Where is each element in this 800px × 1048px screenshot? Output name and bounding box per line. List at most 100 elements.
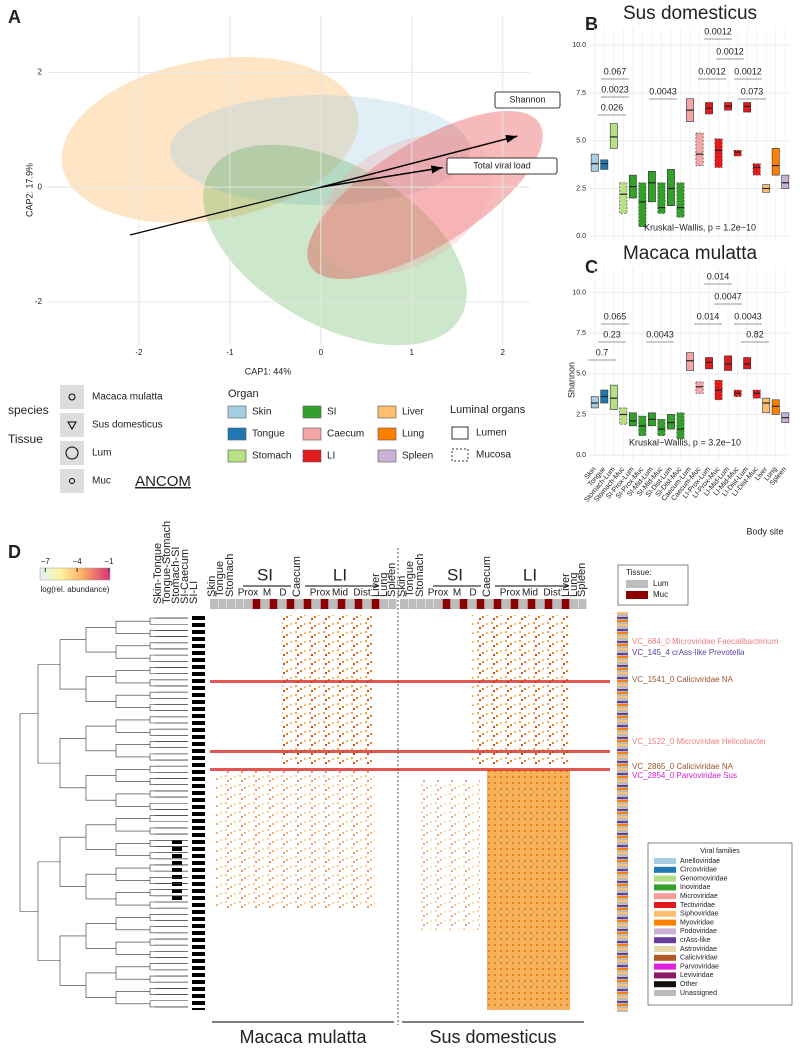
- tissue-strip: [527, 599, 536, 609]
- legend-label: Lum: [653, 579, 669, 588]
- box: [667, 414, 675, 430]
- column-label: Tongue: [214, 561, 226, 597]
- dendro: [37, 861, 60, 961]
- dendro: [149, 790, 188, 798]
- y-tick-label: 0.0: [576, 452, 586, 459]
- legend-swatch: [654, 954, 676, 961]
- tissue-strip: [510, 599, 519, 609]
- box: [619, 407, 628, 425]
- box: [743, 357, 752, 370]
- group-label: LI: [333, 565, 347, 584]
- y-tick-label: 5.0: [576, 138, 586, 145]
- tissue-strip: [536, 599, 544, 609]
- tissue-strip: [578, 599, 587, 609]
- arrow-head: [505, 134, 518, 143]
- box: [752, 389, 761, 399]
- box: [695, 381, 704, 394]
- tissue-strip: [425, 599, 434, 609]
- legend-swatch: [654, 963, 676, 970]
- box: [657, 182, 666, 214]
- colorbar-tick-label: −7: [41, 557, 51, 566]
- y-tick-label: 0: [38, 182, 43, 191]
- p-value: 0.0012: [704, 26, 732, 36]
- legend-symbol: [67, 421, 77, 431]
- box: [733, 149, 742, 157]
- legend-title: species: [8, 403, 49, 417]
- tissue-strip: [269, 599, 278, 609]
- dendro: [149, 839, 188, 847]
- dendro: [115, 892, 150, 906]
- ellipse: [61, 57, 359, 223]
- dendro: [149, 889, 188, 897]
- legend-label: Skin: [252, 407, 271, 418]
- column-label: Tongue: [404, 561, 416, 597]
- dendro: [149, 802, 188, 810]
- highlight-label: VC_2865_0 Caliciviridae NA: [632, 762, 734, 771]
- dendro: [85, 775, 116, 801]
- p-value: 0.067: [604, 66, 627, 76]
- species-label: Macaca mulatta: [239, 1027, 367, 1047]
- highlight-label: VC_684_0 Microviridae Faecalibacterium: [632, 637, 779, 646]
- tissue-strip: [363, 599, 371, 609]
- dendro: [149, 864, 188, 872]
- legend-label: Leviviridae: [680, 972, 714, 979]
- ancom-title: ANCOM: [135, 473, 191, 490]
- p-value: 0.0043: [734, 311, 762, 321]
- column-label: Liver: [560, 573, 572, 597]
- legend-label: Lum: [92, 448, 111, 459]
- legend-swatch: [654, 981, 676, 988]
- legend-swatch: [227, 405, 247, 419]
- dendro: [37, 664, 60, 764]
- panel-labels: B C D: [8, 14, 598, 562]
- legend-label: Stomach: [252, 451, 291, 462]
- panel-a-layout: A: [8, 7, 543, 346]
- legend-key: [60, 385, 84, 409]
- legend-swatch: [654, 884, 676, 891]
- column-label: Caecum: [291, 556, 303, 597]
- legend-swatch: [654, 919, 676, 926]
- dendro: [149, 716, 188, 724]
- x-axis-label: CAP1: 44%: [245, 366, 292, 376]
- legend-label: Genomoviridae: [680, 875, 728, 882]
- tissue-strip: [400, 599, 408, 609]
- legend-swatch: [227, 449, 247, 463]
- y-tick-label: 7.5: [576, 90, 586, 97]
- dendro: [115, 645, 150, 659]
- y-tick-label: 2.5: [576, 185, 586, 192]
- tissue-strip: [354, 599, 363, 609]
- legend-swatch: [227, 427, 247, 441]
- p-value: 0.0012: [716, 46, 744, 56]
- section-label: Prox: [310, 588, 331, 599]
- p-value: 0.014: [707, 271, 730, 281]
- x-tick-label: -2: [135, 348, 143, 357]
- arrow-label-box: [446, 157, 558, 175]
- heatmap-block: [487, 770, 570, 1010]
- box: [743, 102, 752, 113]
- column-label: Caecum: [481, 556, 493, 597]
- dendro: [115, 719, 150, 733]
- tissue-strip: [244, 599, 252, 609]
- panel-letter: D: [8, 542, 21, 562]
- column-label: Skin: [396, 576, 408, 597]
- box: [762, 397, 771, 414]
- legend-key: [60, 413, 84, 437]
- p-value: 0.0012: [698, 66, 726, 76]
- p-value: 0.065: [604, 311, 627, 321]
- legend-swatch: [302, 427, 322, 441]
- legend-label: crAss-like: [680, 937, 710, 944]
- panel-letter: A: [8, 7, 21, 27]
- dendro: [115, 917, 150, 931]
- dendro: [115, 991, 150, 1005]
- arrow-tail: [129, 186, 321, 236]
- chart-title: Sus domesticus: [623, 3, 757, 24]
- ancom-column-label: Skin-Tongue: [152, 543, 164, 604]
- box: [714, 138, 723, 168]
- y-tick-label: 10.0: [572, 289, 586, 296]
- legend-symbol: [65, 446, 79, 460]
- box: [609, 123, 618, 149]
- legend-swatch: [377, 427, 397, 441]
- tissue-strip: [544, 599, 553, 609]
- dendro: [149, 1000, 188, 1008]
- biplot-arrow: [320, 166, 443, 188]
- legend-swatch: [654, 946, 676, 952]
